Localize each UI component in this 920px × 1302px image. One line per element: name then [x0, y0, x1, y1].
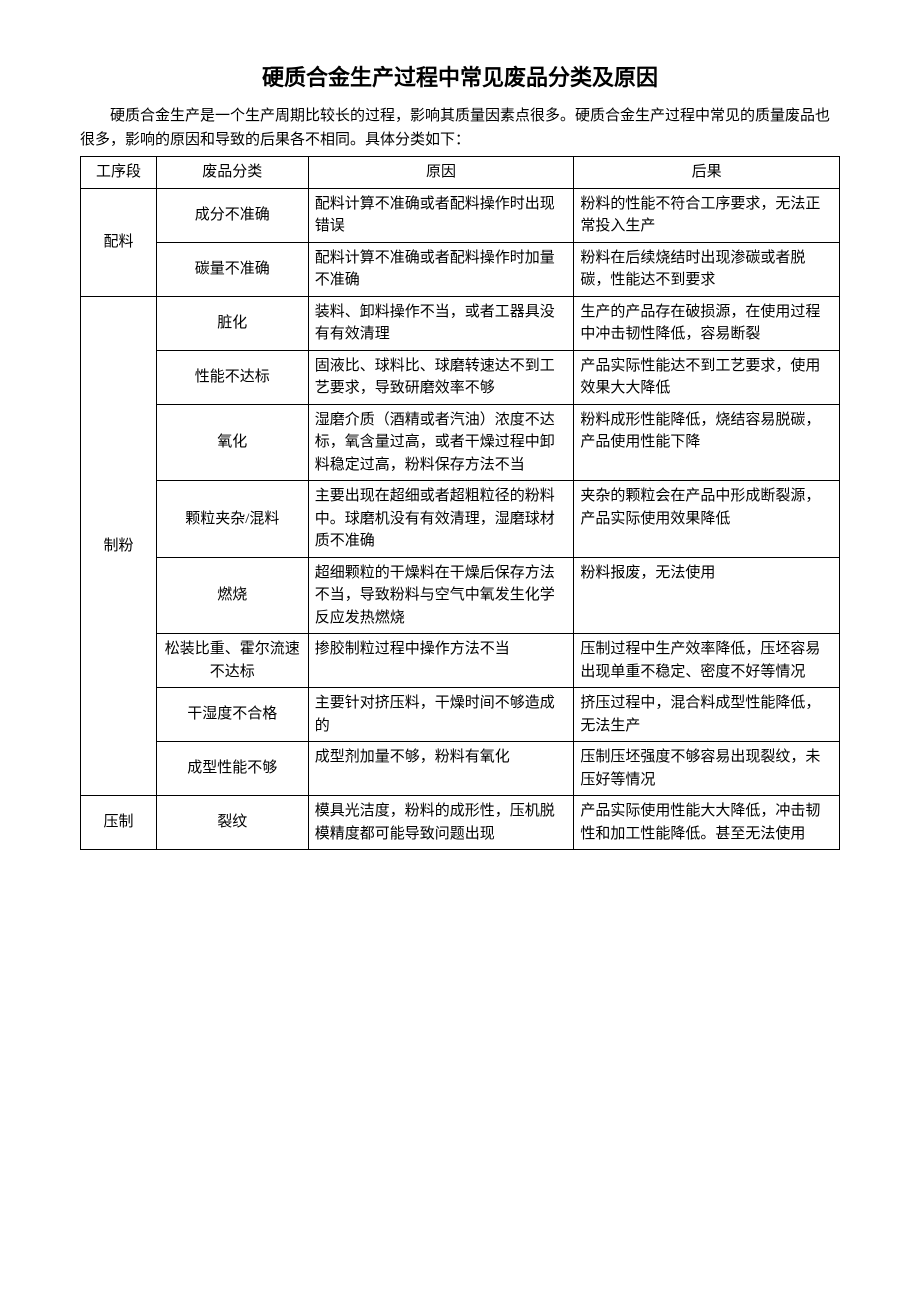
table-row: 燃烧超细颗粒的干燥料在干燥后保存方法不当，导致粉料与空气中氧发生化学反应发热燃烧…	[81, 557, 840, 634]
type-cell: 成型性能不够	[156, 742, 308, 796]
defect-table: 工序段 废品分类 原因 后果 配料成分不准确配料计算不准确或者配料操作时出现错误…	[80, 156, 840, 850]
type-cell: 干湿度不合格	[156, 688, 308, 742]
type-cell: 碳量不准确	[156, 242, 308, 296]
cause-cell: 超细颗粒的干燥料在干燥后保存方法不当，导致粉料与空气中氧发生化学反应发热燃烧	[308, 557, 574, 634]
type-cell: 颗粒夹杂/混料	[156, 481, 308, 558]
result-cell: 挤压过程中，混合料成型性能降低，无法生产	[574, 688, 840, 742]
result-cell: 粉料报废，无法使用	[574, 557, 840, 634]
header-cause: 原因	[308, 157, 574, 189]
stage-cell: 压制	[81, 796, 157, 850]
header-stage: 工序段	[81, 157, 157, 189]
cause-cell: 成型剂加量不够，粉料有氧化	[308, 742, 574, 796]
cause-cell: 掺胶制粒过程中操作方法不当	[308, 634, 574, 688]
cause-cell: 配料计算不准确或者配料操作时加量不准确	[308, 242, 574, 296]
type-cell: 松装比重、霍尔流速不达标	[156, 634, 308, 688]
cause-cell: 湿磨介质（酒精或者汽油）浓度不达标，氧含量过高，或者干燥过程中卸料稳定过高，粉料…	[308, 404, 574, 481]
type-cell: 性能不达标	[156, 350, 308, 404]
table-row: 性能不达标固液比、球料比、球磨转速达不到工艺要求，导致研磨效率不够产品实际性能达…	[81, 350, 840, 404]
result-cell: 夹杂的颗粒会在产品中形成断裂源，产品实际使用效果降低	[574, 481, 840, 558]
intro-paragraph: 硬质合金生产是一个生产周期比较长的过程，影响其质量因素点很多。硬质合金生产过程中…	[80, 104, 840, 152]
cause-cell: 装料、卸料操作不当，或者工器具没有有效清理	[308, 296, 574, 350]
result-cell: 压制过程中生产效率降低，压坯容易出现单重不稳定、密度不好等情况	[574, 634, 840, 688]
table-row: 碳量不准确配料计算不准确或者配料操作时加量不准确粉料在后续烧结时出现渗碳或者脱碳…	[81, 242, 840, 296]
table-row: 松装比重、霍尔流速不达标掺胶制粒过程中操作方法不当压制过程中生产效率降低，压坯容…	[81, 634, 840, 688]
result-cell: 粉料在后续烧结时出现渗碳或者脱碳，性能达不到要求	[574, 242, 840, 296]
result-cell: 生产的产品存在破损源，在使用过程中冲击韧性降低，容易断裂	[574, 296, 840, 350]
table-row: 压制裂纹模具光洁度，粉料的成形性，压机脱模精度都可能导致问题出现产品实际使用性能…	[81, 796, 840, 850]
type-cell: 脏化	[156, 296, 308, 350]
cause-cell: 模具光洁度，粉料的成形性，压机脱模精度都可能导致问题出现	[308, 796, 574, 850]
result-cell: 压制压坯强度不够容易出现裂纹，未压好等情况	[574, 742, 840, 796]
type-cell: 裂纹	[156, 796, 308, 850]
cause-cell: 配料计算不准确或者配料操作时出现错误	[308, 188, 574, 242]
table-row: 干湿度不合格主要针对挤压料，干燥时间不够造成的挤压过程中，混合料成型性能降低，无…	[81, 688, 840, 742]
page-title: 硬质合金生产过程中常见废品分类及原因	[80, 60, 840, 92]
header-row: 工序段 废品分类 原因 后果	[81, 157, 840, 189]
table-row: 成型性能不够成型剂加量不够，粉料有氧化压制压坯强度不够容易出现裂纹，未压好等情况	[81, 742, 840, 796]
stage-cell: 配料	[81, 188, 157, 296]
stage-cell: 制粉	[81, 296, 157, 796]
table-row: 制粉脏化装料、卸料操作不当，或者工器具没有有效清理生产的产品存在破损源，在使用过…	[81, 296, 840, 350]
table-row: 配料成分不准确配料计算不准确或者配料操作时出现错误粉料的性能不符合工序要求，无法…	[81, 188, 840, 242]
type-cell: 氧化	[156, 404, 308, 481]
table-row: 颗粒夹杂/混料主要出现在超细或者超粗粒径的粉料中。球磨机没有有效清理，湿磨球材质…	[81, 481, 840, 558]
cause-cell: 主要针对挤压料，干燥时间不够造成的	[308, 688, 574, 742]
header-type: 废品分类	[156, 157, 308, 189]
cause-cell: 主要出现在超细或者超粗粒径的粉料中。球磨机没有有效清理，湿磨球材质不准确	[308, 481, 574, 558]
result-cell: 粉料成形性能降低，烧结容易脱碳，产品使用性能下降	[574, 404, 840, 481]
type-cell: 燃烧	[156, 557, 308, 634]
result-cell: 产品实际性能达不到工艺要求，使用效果大大降低	[574, 350, 840, 404]
result-cell: 产品实际使用性能大大降低，冲击韧性和加工性能降低。甚至无法使用	[574, 796, 840, 850]
table-row: 氧化湿磨介质（酒精或者汽油）浓度不达标，氧含量过高，或者干燥过程中卸料稳定过高，…	[81, 404, 840, 481]
header-result: 后果	[574, 157, 840, 189]
cause-cell: 固液比、球料比、球磨转速达不到工艺要求，导致研磨效率不够	[308, 350, 574, 404]
result-cell: 粉料的性能不符合工序要求，无法正常投入生产	[574, 188, 840, 242]
type-cell: 成分不准确	[156, 188, 308, 242]
